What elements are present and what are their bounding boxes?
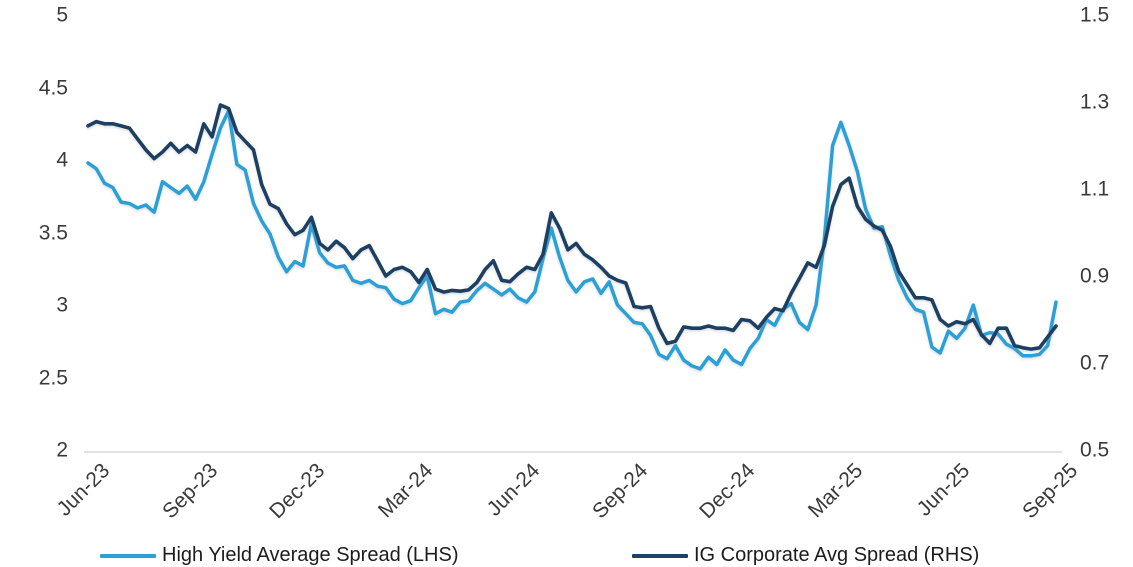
right-axis-tick-label: 1.3	[1080, 90, 1110, 114]
left-axis-tick-label: 5	[56, 3, 68, 27]
right-axis-tick-label: 0.7	[1080, 351, 1110, 375]
left-axis-tick-label: 4	[56, 148, 68, 172]
ig-corporate-legend-label: IG Corporate Avg Spread (RHS)	[694, 544, 980, 566]
legend: High Yield Average Spread (LHS) IG Corpo…	[0, 534, 1133, 567]
legend-item-high-yield: High Yield Average Spread (LHS)	[100, 544, 458, 567]
left-axis-tick-label: 3.5	[38, 221, 68, 244]
high-yield-legend-swatch	[100, 553, 156, 558]
right-axis-tick-label: 0.9	[1080, 264, 1110, 288]
left-axis-tick-label: 3	[56, 293, 68, 317]
ig-corporate-series-line	[86, 103, 1058, 351]
legend-item-ig-corporate: IG Corporate Avg Spread (RHS)	[632, 544, 979, 567]
left-axis-tick-label: 2.5	[38, 366, 68, 389]
left-axis-tick-label: 2	[56, 438, 68, 462]
ig-corporate-legend-swatch	[632, 553, 688, 558]
right-axis-tick-label: 1.1	[1080, 177, 1110, 201]
high-yield-series-line	[86, 108, 1058, 371]
left-axis-tick-label: 4.5	[38, 76, 68, 99]
right-axis-tick-label: 0.5	[1080, 438, 1110, 462]
high-yield-legend-label: High Yield Average Spread (LHS)	[162, 544, 459, 566]
right-axis-tick-label: 1.5	[1080, 3, 1110, 27]
